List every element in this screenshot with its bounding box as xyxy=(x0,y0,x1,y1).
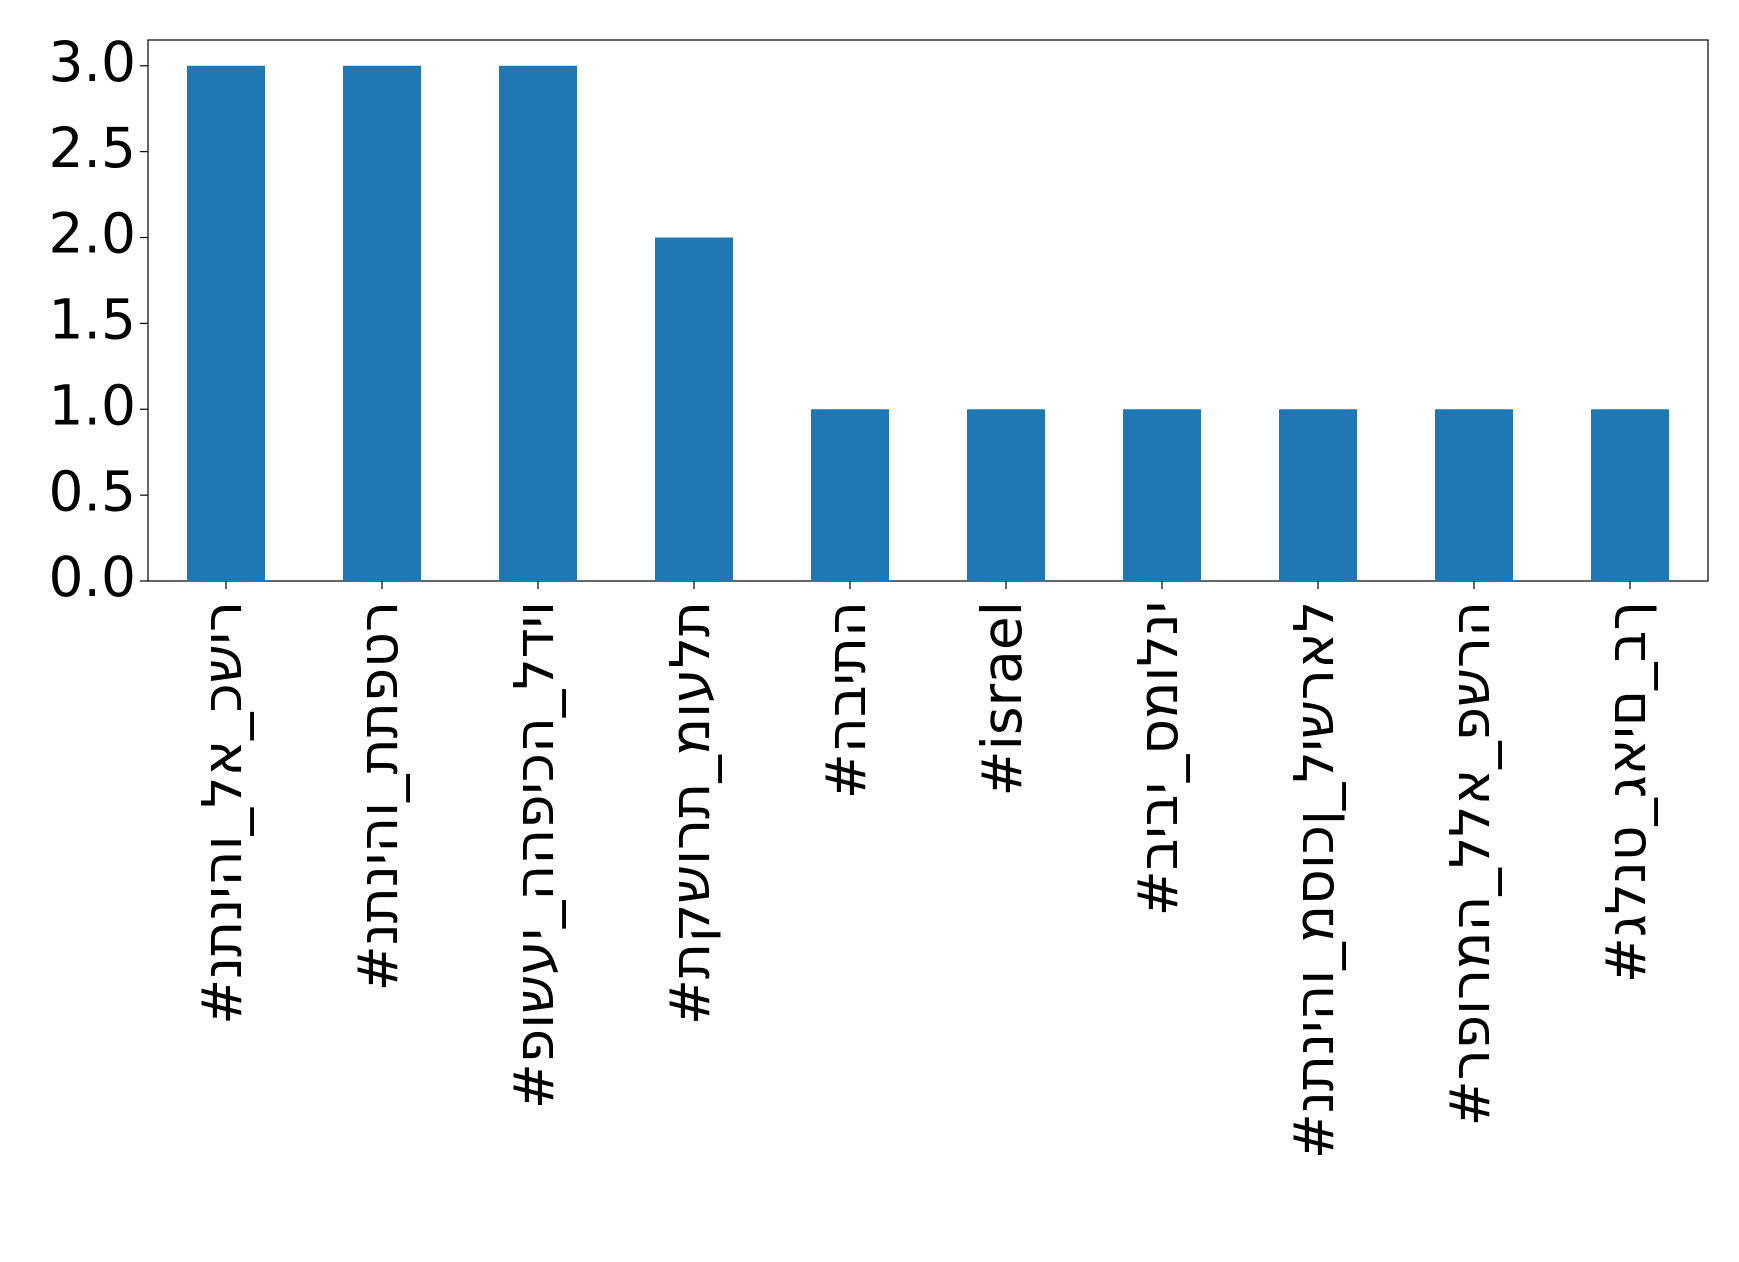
bar xyxy=(343,65,421,581)
x-tick-label: #רפורמה_ללא_פשרה xyxy=(1438,601,1502,1126)
x-tick-label: #גלנט_גאים_בך xyxy=(1594,601,1658,983)
bar xyxy=(811,409,889,581)
bar xyxy=(1123,409,1201,581)
x-tick-label: #נתניהו_מסוכן_לישראל xyxy=(1282,601,1346,1159)
x-tick-label: #נתניהו_תתפטר xyxy=(346,601,410,991)
y-tick-label: 2.0 xyxy=(49,202,136,266)
x-tick-label: #israel xyxy=(970,601,1034,796)
bar xyxy=(1591,409,1669,581)
y-tick-label: 1.5 xyxy=(49,288,136,352)
y-tick-label: 1.0 xyxy=(49,373,136,437)
bar xyxy=(967,409,1045,581)
x-tick-label: #תקשורת_מועלת xyxy=(658,601,722,1025)
y-tick-label: 0.0 xyxy=(49,545,136,609)
bar xyxy=(1435,409,1513,581)
bar xyxy=(655,237,733,581)
x-tick-label: #ביבי_סמולני xyxy=(1126,601,1190,916)
y-tick-label: 0.5 xyxy=(49,459,136,523)
y-tick-label: 3.0 xyxy=(49,30,136,94)
y-tick-label: 2.5 xyxy=(49,116,136,180)
x-tick-label: #הביתה xyxy=(814,601,878,799)
x-tick-label: #נתניהו_לא_כשיר xyxy=(190,601,254,1025)
plot-frame xyxy=(147,39,1709,582)
bar xyxy=(1279,409,1357,581)
x-tick-label: #פושעי_ההפיכה_לדיו xyxy=(502,601,566,1109)
bar xyxy=(187,65,265,581)
bar xyxy=(499,65,577,581)
